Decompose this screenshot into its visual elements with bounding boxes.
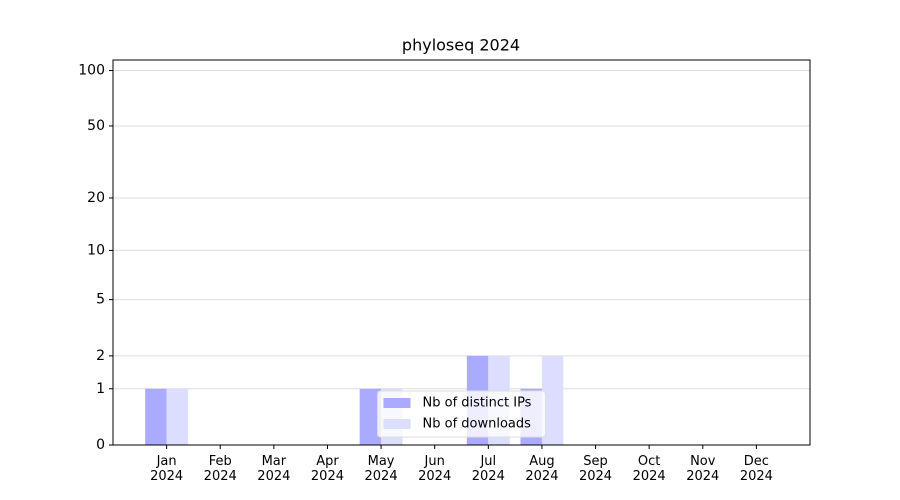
- y-tick-label: 2: [96, 348, 105, 364]
- legend-swatch: [383, 419, 411, 429]
- bar: [166, 388, 189, 445]
- legend-box: [377, 390, 546, 438]
- y-tick-label: 1: [96, 381, 105, 397]
- bar: [359, 388, 382, 445]
- legend: Nb of distinct IPs Nb of downloads: [377, 390, 546, 438]
- x-tick-label: May 2024: [364, 454, 398, 484]
- y-tick-label: 5: [96, 292, 105, 308]
- plot-frame: [112, 59, 811, 446]
- bar: [541, 355, 564, 445]
- y-tick-label: 50: [87, 118, 105, 134]
- chart-title: phyloseq 2024: [402, 36, 520, 55]
- x-tick-label: Dec 2024: [739, 454, 773, 484]
- legend-swatch: [383, 398, 411, 408]
- x-tick-label: Apr 2024: [310, 454, 344, 484]
- legend-label: Nb of downloads: [423, 417, 532, 432]
- x-tick-label: Oct 2024: [632, 454, 666, 484]
- y-tick-label: 0: [96, 437, 105, 453]
- y-tick-label: 100: [78, 63, 105, 79]
- x-tick-label: Feb 2024: [203, 454, 237, 484]
- x-tick-label: Aug 2024: [525, 454, 559, 484]
- x-tick-label: Jun 2024: [418, 454, 452, 484]
- x-tick-label: Sep 2024: [578, 454, 613, 484]
- x-tick-label: Mar 2024: [257, 454, 291, 484]
- x-tick-label: Nov 2024: [686, 454, 720, 484]
- x-tick-label: Jul 2024: [471, 454, 505, 484]
- legend-label: Nb of distinct IPs: [423, 396, 532, 411]
- bar: [145, 388, 167, 445]
- y-tick-label: 10: [87, 242, 105, 258]
- y-tick-label: 20: [87, 190, 105, 206]
- x-tick-label: Jan 2024: [150, 454, 184, 484]
